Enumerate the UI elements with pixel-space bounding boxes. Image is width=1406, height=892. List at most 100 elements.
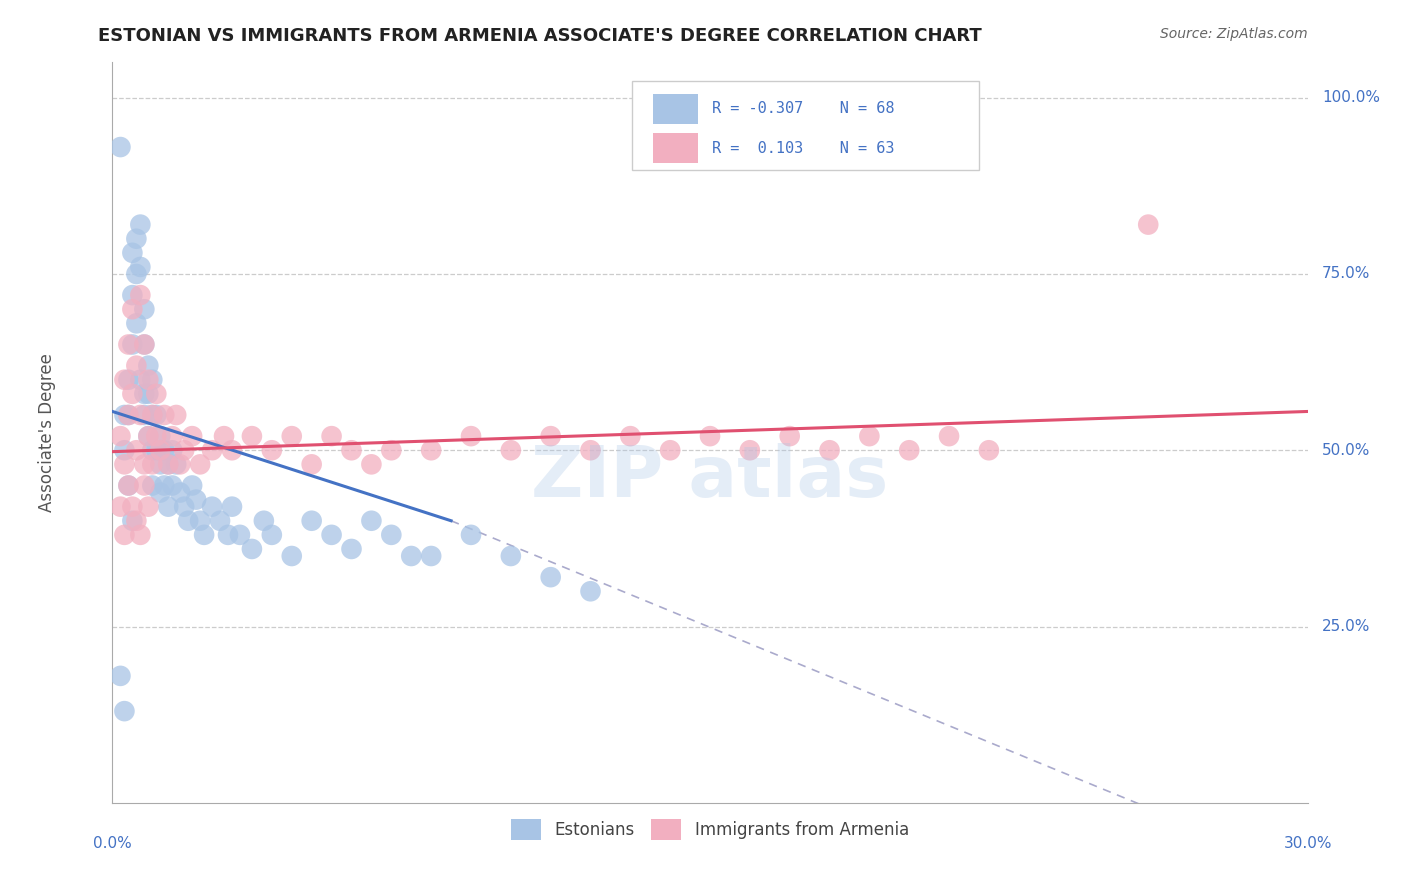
Text: 50.0%: 50.0%: [1322, 442, 1371, 458]
FancyBboxPatch shape: [633, 81, 979, 169]
Point: [114, 443, 135, 458]
Point: [169, 458, 191, 472]
Text: 0.0%: 0.0%: [93, 836, 132, 851]
Point: [173, 443, 195, 458]
Point: [209, 514, 232, 528]
Point: [162, 429, 183, 443]
Point: [114, 458, 135, 472]
Point: [460, 528, 482, 542]
Point: [420, 549, 443, 563]
Point: [129, 528, 152, 542]
Point: [173, 500, 195, 514]
Point: [114, 704, 135, 718]
Point: [138, 373, 160, 387]
Point: [380, 528, 402, 542]
Point: [579, 443, 602, 458]
Bar: [652, 133, 699, 163]
Point: [114, 373, 135, 387]
Point: [340, 443, 363, 458]
Point: [301, 514, 323, 528]
Point: [117, 478, 139, 492]
Point: [141, 478, 163, 492]
Point: [134, 337, 156, 351]
Point: [321, 429, 343, 443]
Point: [177, 514, 200, 528]
Bar: [652, 95, 699, 124]
Point: [499, 549, 522, 563]
Text: R =  0.103    N = 63: R = 0.103 N = 63: [713, 141, 896, 155]
Point: [212, 429, 235, 443]
Point: [138, 429, 160, 443]
Point: [240, 429, 263, 443]
Point: [141, 408, 163, 422]
Point: [165, 458, 187, 472]
Point: [134, 408, 156, 422]
Point: [134, 387, 156, 401]
Point: [134, 337, 156, 351]
Point: [201, 443, 224, 458]
Point: [125, 514, 148, 528]
Point: [157, 458, 180, 472]
Point: [162, 443, 183, 458]
Point: [157, 500, 180, 514]
Point: [619, 429, 641, 443]
Point: [149, 458, 172, 472]
Point: [153, 408, 176, 422]
Point: [114, 528, 135, 542]
Point: [121, 500, 143, 514]
Point: [117, 408, 139, 422]
Point: [188, 458, 211, 472]
Point: [125, 443, 148, 458]
Point: [110, 500, 132, 514]
Point: [125, 359, 148, 373]
Point: [117, 478, 139, 492]
Point: [221, 500, 243, 514]
Point: [138, 359, 160, 373]
Point: [779, 429, 801, 443]
Point: [114, 408, 135, 422]
Point: [260, 528, 283, 542]
Point: [110, 429, 132, 443]
Point: [153, 478, 176, 492]
Point: [858, 429, 880, 443]
Point: [659, 443, 682, 458]
Point: [121, 288, 143, 302]
Point: [401, 549, 423, 563]
Point: [141, 373, 163, 387]
Text: 100.0%: 100.0%: [1322, 90, 1379, 105]
Point: [121, 302, 143, 317]
Point: [149, 429, 172, 443]
Point: [321, 528, 343, 542]
Point: [162, 478, 183, 492]
Point: [145, 429, 167, 443]
Point: [253, 514, 276, 528]
Point: [699, 429, 721, 443]
Point: [149, 485, 172, 500]
Point: [145, 387, 167, 401]
Point: [738, 443, 761, 458]
Point: [138, 387, 160, 401]
Point: [125, 232, 148, 246]
Point: [141, 458, 163, 472]
Point: [360, 514, 382, 528]
Point: [240, 541, 263, 556]
Point: [121, 514, 143, 528]
Point: [129, 260, 152, 274]
Point: [540, 429, 562, 443]
Point: [217, 528, 239, 542]
Point: [340, 541, 363, 556]
Text: R = -0.307    N = 68: R = -0.307 N = 68: [713, 102, 896, 117]
Point: [301, 458, 323, 472]
Point: [145, 443, 167, 458]
Point: [121, 245, 143, 260]
Point: [169, 485, 191, 500]
Point: [134, 302, 156, 317]
Point: [540, 570, 562, 584]
Point: [129, 288, 152, 302]
Point: [898, 443, 921, 458]
Point: [121, 337, 143, 351]
Point: [977, 443, 1000, 458]
Point: [229, 528, 252, 542]
Text: 75.0%: 75.0%: [1322, 267, 1371, 282]
Point: [117, 408, 139, 422]
